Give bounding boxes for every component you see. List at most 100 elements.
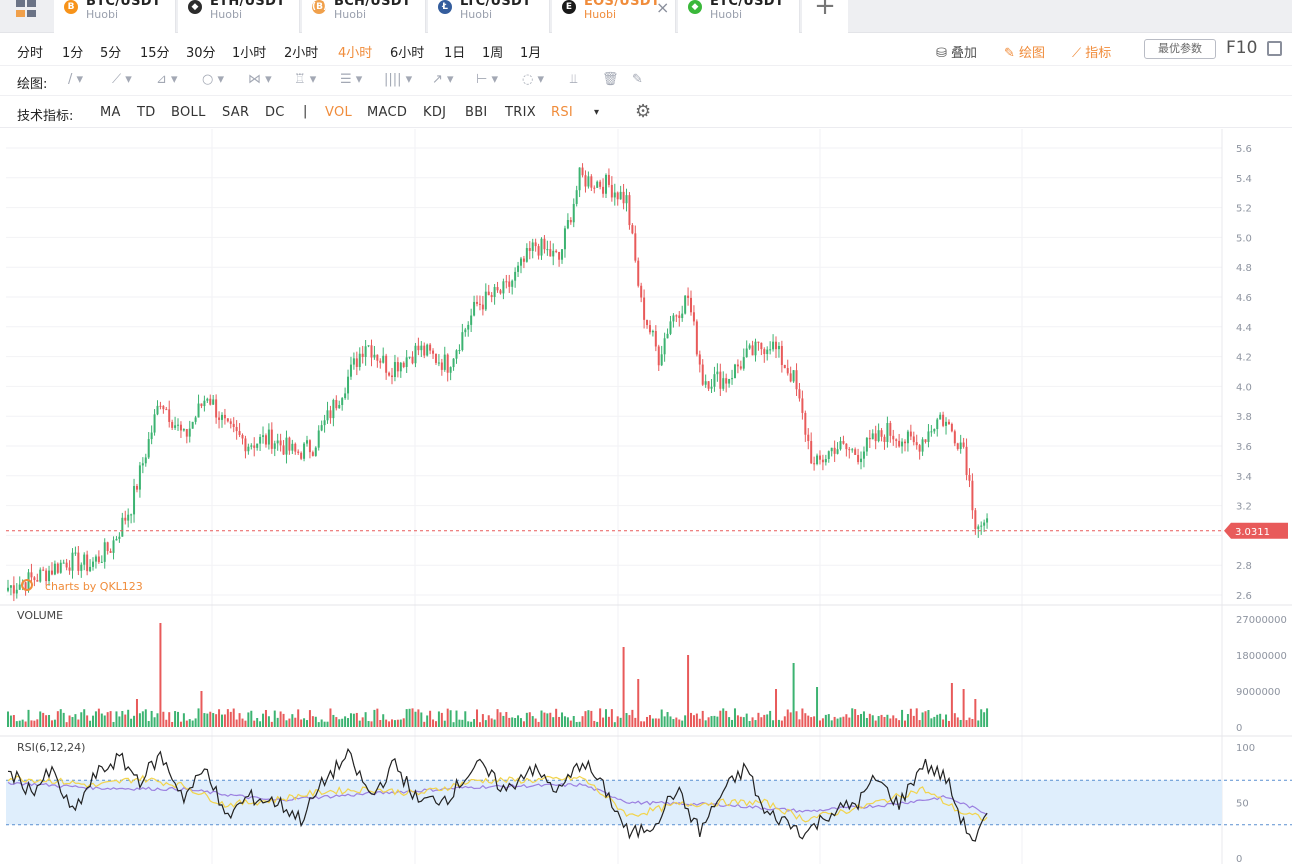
period-1[interactable]: 1分 [62,46,84,61]
draw-tool-7[interactable]: |||| ▾ [384,72,413,87]
volume-bar [602,717,605,727]
period-8[interactable]: 6小时 [390,46,425,61]
candle [162,405,165,414]
volume-bar [326,721,329,727]
candlestick-chart[interactable]: 5.6 5.4 5.2 5.0 4.8 4.6 4.4 4.2 4.0 3.8 3.6 3.4 3.2 2… [0,129,1292,864]
candle [355,351,358,376]
candle [698,350,701,373]
candle [657,344,660,372]
chart-area[interactable]: 5.6 5.4 5.2 5.0 4.8 4.6 4.4 4.2 4.0 3.8 3.6 3.4 3.2 2… [0,129,1292,864]
candle [581,163,584,178]
draw-tool-4[interactable]: ⋈ ▾ [248,72,272,87]
period-0[interactable]: 分时 [17,46,44,61]
candle [745,340,748,358]
candle [563,225,566,258]
tab-ltc-usdt[interactable]: Ł LTC/USDT Huobi [428,0,550,33]
fullscreen-icon[interactable] [1267,41,1282,56]
add-tab-button[interactable]: + [802,0,848,33]
candle [420,341,423,357]
grid-menu-icon[interactable] [12,0,38,20]
draw-tool-3[interactable]: ○ ▾ [202,72,225,87]
candle [572,198,575,228]
volume-bar [212,713,215,727]
candle [672,313,675,328]
draw-tool-5[interactable]: ♖ ▾ [294,72,317,87]
indicator-trix[interactable]: TRIX [505,105,536,120]
indicator-kdj[interactable]: KDJ [423,105,447,120]
draw-tool-1[interactable]: ⟋ ▾ [112,72,132,87]
draw-tool-6[interactable]: ☰ ▾ [340,72,363,87]
period-3[interactable]: 15分 [140,46,170,61]
best-params-button[interactable]: 最优参数 [1144,39,1216,59]
volume-bar [147,721,150,727]
candle [531,238,534,259]
draw-tool-10[interactable]: ◌ ▾ [522,72,545,87]
tab-bch-usdt[interactable]: (B) BCH/USDT Huobi [302,0,426,33]
f10-button[interactable]: F10 [1226,38,1258,58]
volume-bar [704,720,707,727]
candle [792,370,795,383]
candle [666,328,669,339]
period-6[interactable]: 2小时 [284,46,319,61]
tab-exchange: Huobi [210,8,243,21]
indicator-sar[interactable]: SAR [222,105,250,120]
volume-bar [921,712,924,727]
indicator-rsi[interactable]: RSI [551,105,574,120]
volume-bar [206,713,209,727]
candle [892,429,895,446]
candle [519,256,522,274]
tab-eos-usdt[interactable]: E EOS/USDT Huobi × [552,0,676,33]
volume-bar [89,720,92,727]
tab-btc-usdt[interactable]: B BTC/USDT Huobi [54,0,176,33]
draw-tool-11[interactable]: ⫫ [570,72,578,87]
period-11[interactable]: 1月 [520,46,542,61]
volume-bar [824,714,827,727]
overlay-button[interactable]: ⛁ 叠加 [936,42,977,61]
candle [930,425,933,437]
draw-tool-13[interactable]: ✎ [632,72,643,87]
volume-bar [250,710,253,727]
volume-bar [739,716,742,727]
volume-bar [15,721,18,727]
draw-tool-8[interactable]: ↗ ▾ [432,72,454,87]
indicator-vol[interactable]: VOL [325,105,353,120]
settings-gear-icon[interactable]: ⚙ [635,101,652,122]
tab-strip: B BTC/USDT Huobi ◆ ETH/USDT Huobi (B) BCH/USDT H… [0,0,1292,33]
period-2[interactable]: 5分 [100,46,122,61]
period-4[interactable]: 30分 [186,46,216,61]
candle [566,213,569,230]
volume-bar [942,719,945,727]
candle [203,395,206,412]
draw-tool-0[interactable]: / ▾ [68,72,84,87]
indicator-boll[interactable]: BOLL [171,105,206,120]
draw-tool-9[interactable]: ⊢ ▾ [476,72,498,87]
volume-bar [288,718,291,727]
volume-bar [930,718,933,727]
period-9[interactable]: 1日 [444,46,466,61]
volume-bar [909,708,912,727]
period-5[interactable]: 1小时 [232,46,267,61]
candle [133,478,136,523]
draw-tool-2[interactable]: ⊿ ▾ [156,72,178,87]
indicator-bbi[interactable]: BBI [465,105,488,120]
draw-tool-12[interactable]: 🗑 [602,72,619,87]
indicators-button[interactable]: ⟋ 指标 [1072,42,1111,61]
indicator-dc[interactable]: DC [265,105,285,120]
period-7[interactable]: 4小时 [338,46,373,61]
volume-bar [578,721,581,727]
close-tab-icon[interactable]: × [656,0,670,17]
volume-bar [320,719,323,727]
volume-bar [282,713,285,727]
period-10[interactable]: 1周 [482,46,504,61]
volume-bar [376,708,379,727]
tab-eth-usdt[interactable]: ◆ ETH/USDT Huobi [178,0,300,33]
volume-bar [783,716,786,727]
more-indicators-icon[interactable]: ▾ [594,107,600,118]
tab-etc-usdt[interactable]: ◆ ETC/USDT Huobi [678,0,800,33]
indicator-td[interactable]: TD [137,105,156,120]
indicator-macd[interactable]: MACD [367,105,408,120]
volume-bar [30,720,33,727]
draw-button[interactable]: ✎ 绘图 [1004,42,1045,61]
candle [391,367,394,385]
indicator-ma[interactable]: MA [100,105,121,120]
